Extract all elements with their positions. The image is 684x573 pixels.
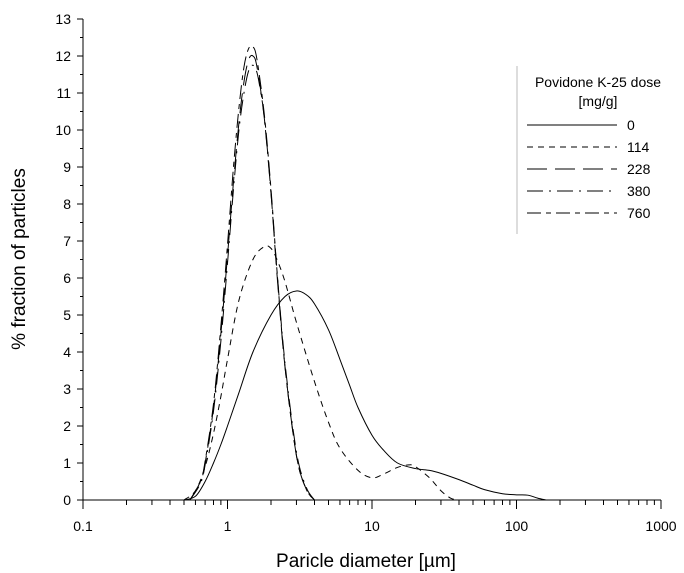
y-tick-label: 13	[55, 11, 71, 27]
legend-subtitle: [mg/g]	[579, 93, 618, 109]
series-line-0	[183, 290, 547, 501]
y-tick-label: 5	[63, 307, 71, 323]
y-tick-label: 6	[63, 270, 71, 286]
series-line-760	[189, 45, 315, 501]
x-tick-label: 10	[364, 518, 380, 534]
y-tick-label: 2	[63, 418, 71, 434]
legend-entries: 0 114 228 380 760	[527, 117, 651, 221]
y-tick-label: 1	[63, 455, 71, 471]
x-axis-ticks: 0.1 1 10 100 1000	[73, 500, 677, 534]
y-tick-label: 0	[63, 492, 71, 508]
legend-title: Povidone K-25 dose	[535, 74, 661, 90]
series-line-228	[189, 54, 315, 501]
series-curves	[183, 45, 547, 501]
legend-label-760: 760	[627, 205, 651, 221]
series-line-380	[189, 64, 315, 501]
legend-label-228: 228	[627, 161, 651, 177]
x-axis-title: Paricle diameter [µm]	[276, 551, 456, 572]
legend-label-380: 380	[627, 183, 651, 199]
series-line-114	[183, 245, 460, 501]
x-tick-label: 0.1	[73, 518, 93, 534]
y-tick-label: 10	[55, 122, 71, 138]
y-axis-title: % fraction of particles	[9, 168, 30, 350]
y-tick-label: 8	[63, 196, 71, 212]
y-tick-label: 12	[55, 48, 71, 64]
legend: Povidone K-25 dose [mg/g] 0 114 228 380 760	[516, 66, 661, 234]
x-tick-label: 100	[505, 518, 529, 534]
y-tick-label: 3	[63, 381, 71, 397]
x-tick-label: 1000	[645, 518, 676, 534]
legend-label-114: 114	[627, 139, 650, 155]
y-tick-label: 7	[63, 233, 71, 249]
y-tick-label: 11	[56, 85, 71, 101]
y-tick-label: 9	[63, 159, 71, 175]
x-tick-label: 1	[224, 518, 232, 534]
legend-label-0: 0	[627, 117, 635, 133]
y-tick-label: 4	[63, 344, 71, 360]
